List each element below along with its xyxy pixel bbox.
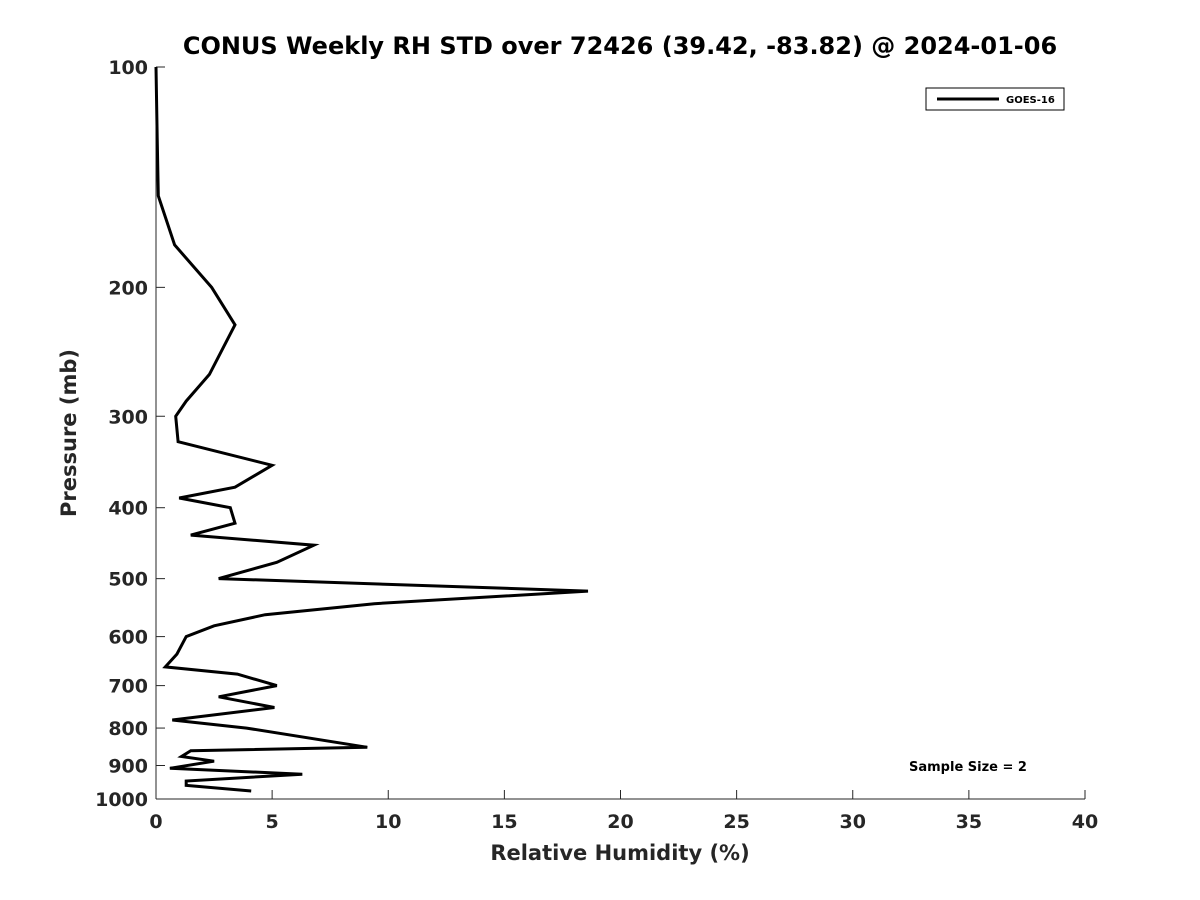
ticks: 0 5 10 15 20 25 30 35 40 100 200 300 400 500 600 700 800… [95,57,1098,833]
y-tick-label: 1000 [95,789,148,811]
x-axis-label: Relative Humidity (%) [490,841,749,865]
x-tick-label: 10 [375,811,401,833]
y-tick-label: 200 [108,277,148,299]
y-tick-label: 700 [108,676,148,698]
x-tick-label: 5 [266,811,279,833]
legend-label: GOES-16 [1006,95,1055,106]
series-group [154,66,589,793]
x-tick-label: 35 [956,811,982,833]
y-tick-label: 900 [108,756,148,778]
x-tick-label: 40 [1072,811,1098,833]
x-tick-label: 30 [840,811,866,833]
y-tick-label: 800 [108,718,148,740]
y-tick-label: 100 [108,57,148,79]
chart-title: CONUS Weekly RH STD over 72426 (39.42, -… [183,32,1057,60]
series-line-goes-16 [154,66,589,793]
sample-size-annotation: Sample Size = 2 [909,760,1027,775]
y-tick-label: 500 [108,569,148,591]
legend: GOES-16 [925,87,1065,111]
x-tick-label: 0 [149,811,162,833]
plot-area [156,67,1085,799]
x-tick-label: 20 [607,811,633,833]
y-tick-label: 300 [108,406,148,428]
y-axis-label: Pressure (mb) [57,349,81,517]
x-tick-label: 15 [491,811,517,833]
y-tick-label: 600 [108,627,148,649]
x-tick-label: 25 [723,811,749,833]
y-tick-label: 400 [108,498,148,520]
